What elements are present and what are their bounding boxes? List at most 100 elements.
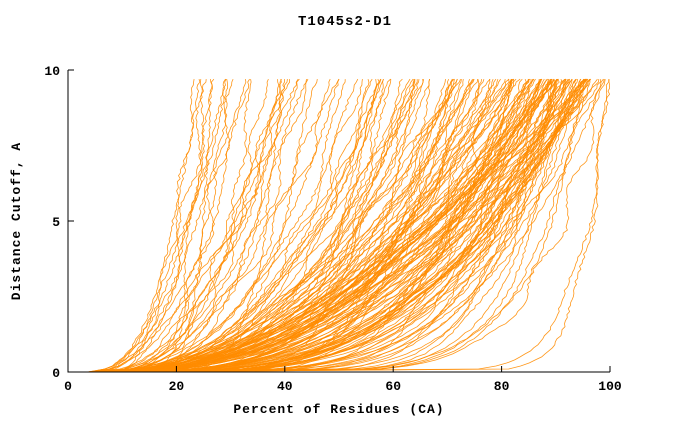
- model-curve: [89, 78, 587, 372]
- model-curve: [92, 78, 381, 372]
- model-curve: [102, 79, 462, 372]
- y-tick-label: 0: [52, 366, 60, 381]
- y-axis-ticks: 0 5 10: [44, 64, 74, 381]
- model-curve: [93, 78, 331, 372]
- model-curve: [99, 78, 571, 372]
- model-curve: [105, 78, 558, 372]
- model-curve: [98, 78, 416, 372]
- model-curve: [98, 79, 288, 372]
- model-curve: [105, 78, 566, 372]
- model-curve: [108, 78, 384, 372]
- model-curve: [106, 78, 450, 372]
- model-curve: [100, 78, 373, 372]
- model-curve: [100, 78, 573, 372]
- x-tick-label: 100: [598, 379, 622, 394]
- model-curve: [98, 79, 558, 372]
- model-curve: [89, 78, 370, 372]
- model-curve: [93, 78, 201, 372]
- model-curve: [108, 79, 206, 372]
- y-axis-label: Distance Cutoff, A: [9, 142, 24, 300]
- model-curve: [95, 78, 588, 372]
- model-curve: [101, 78, 584, 372]
- model-curve: [108, 78, 411, 372]
- model-curve: [105, 78, 577, 372]
- model-curve: [103, 78, 543, 372]
- model-curve: [98, 79, 363, 372]
- chart-title: T1045s2-D1: [298, 14, 392, 30]
- model-curve: [85, 79, 600, 372]
- model-curve: [105, 79, 207, 372]
- model-curve: [91, 78, 534, 372]
- model-curve: [87, 79, 195, 372]
- model-curve: [96, 78, 542, 372]
- model-curve: [90, 78, 585, 372]
- model-curve: [97, 79, 530, 372]
- model-curve: [108, 79, 573, 372]
- model-curve: [93, 78, 359, 372]
- model-curve: [92, 79, 565, 372]
- model-curve: [106, 78, 391, 372]
- model-curve: [97, 78, 227, 372]
- model-curve: [98, 78, 514, 372]
- model-curve: [91, 78, 556, 372]
- model-curve: [97, 79, 229, 372]
- model-curve: [92, 78, 269, 372]
- curves-layer: [85, 78, 610, 372]
- model-curve: [103, 79, 552, 372]
- model-curve: [116, 79, 610, 372]
- model-curve: [97, 78, 454, 372]
- model-curve: [89, 78, 604, 372]
- model-curve: [96, 78, 455, 372]
- model-curve: [101, 79, 567, 372]
- model-curve: [91, 78, 567, 372]
- model-curve: [90, 78, 250, 372]
- model-curve: [88, 79, 606, 372]
- model-curve: [107, 78, 414, 372]
- model-curve: [85, 79, 430, 372]
- model-curve: [100, 79, 282, 372]
- model-curve: [100, 78, 494, 372]
- model-curve: [107, 79, 591, 372]
- model-curve: [91, 78, 299, 372]
- model-curve: [89, 78, 340, 372]
- model-curve: [127, 79, 610, 372]
- model-curve: [94, 79, 420, 372]
- x-axis-label: Percent of Residues (CA): [233, 402, 444, 417]
- x-tick-label: 0: [64, 379, 72, 394]
- model-curve: [99, 79, 252, 372]
- model-curve: [95, 78, 513, 372]
- x-tick-label: 80: [494, 379, 510, 394]
- model-curve: [105, 79, 605, 372]
- model-curve: [88, 79, 541, 372]
- model-curve: [103, 78, 555, 372]
- model-curve: [96, 78, 573, 372]
- model-curve: [109, 78, 473, 372]
- model-curve: [97, 78, 458, 372]
- model-curve: [95, 78, 380, 372]
- model-curve: [95, 79, 529, 372]
- x-tick-label: 40: [277, 379, 293, 394]
- model-curve: [90, 78, 226, 372]
- model-curve: [87, 79, 418, 372]
- model-curve: [90, 79, 392, 372]
- model-curve: [100, 78, 542, 372]
- model-curve: [90, 78, 461, 372]
- model-curve: [97, 79, 464, 372]
- x-tick-label: 60: [385, 379, 401, 394]
- model-curve: [87, 79, 247, 372]
- model-curve: [104, 78, 553, 372]
- y-tick-label: 5: [52, 215, 60, 230]
- model-curve: [96, 79, 307, 372]
- model-curve: [106, 78, 598, 372]
- model-curve: [94, 79, 318, 372]
- model-curve: [91, 79, 346, 372]
- model-curve: [89, 78, 517, 372]
- x-tick-label: 20: [169, 379, 185, 394]
- model-curve: [95, 78, 559, 372]
- model-curve: [99, 78, 534, 372]
- y-tick-label: 10: [44, 64, 60, 79]
- model-curve: [94, 78, 453, 372]
- x-axis-ticks: 0 20 40 60 80 100: [64, 366, 622, 394]
